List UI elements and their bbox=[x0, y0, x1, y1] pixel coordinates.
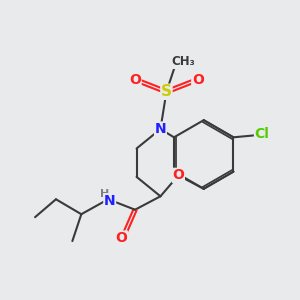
Text: N: N bbox=[104, 194, 116, 208]
Text: O: O bbox=[129, 73, 141, 87]
Text: CH₃: CH₃ bbox=[171, 56, 195, 68]
Text: N: N bbox=[154, 122, 166, 136]
Text: O: O bbox=[116, 231, 127, 245]
Text: O: O bbox=[172, 168, 184, 182]
Text: Cl: Cl bbox=[254, 127, 269, 141]
Text: S: S bbox=[161, 84, 172, 99]
Text: O: O bbox=[192, 73, 204, 87]
Text: H: H bbox=[100, 189, 109, 199]
